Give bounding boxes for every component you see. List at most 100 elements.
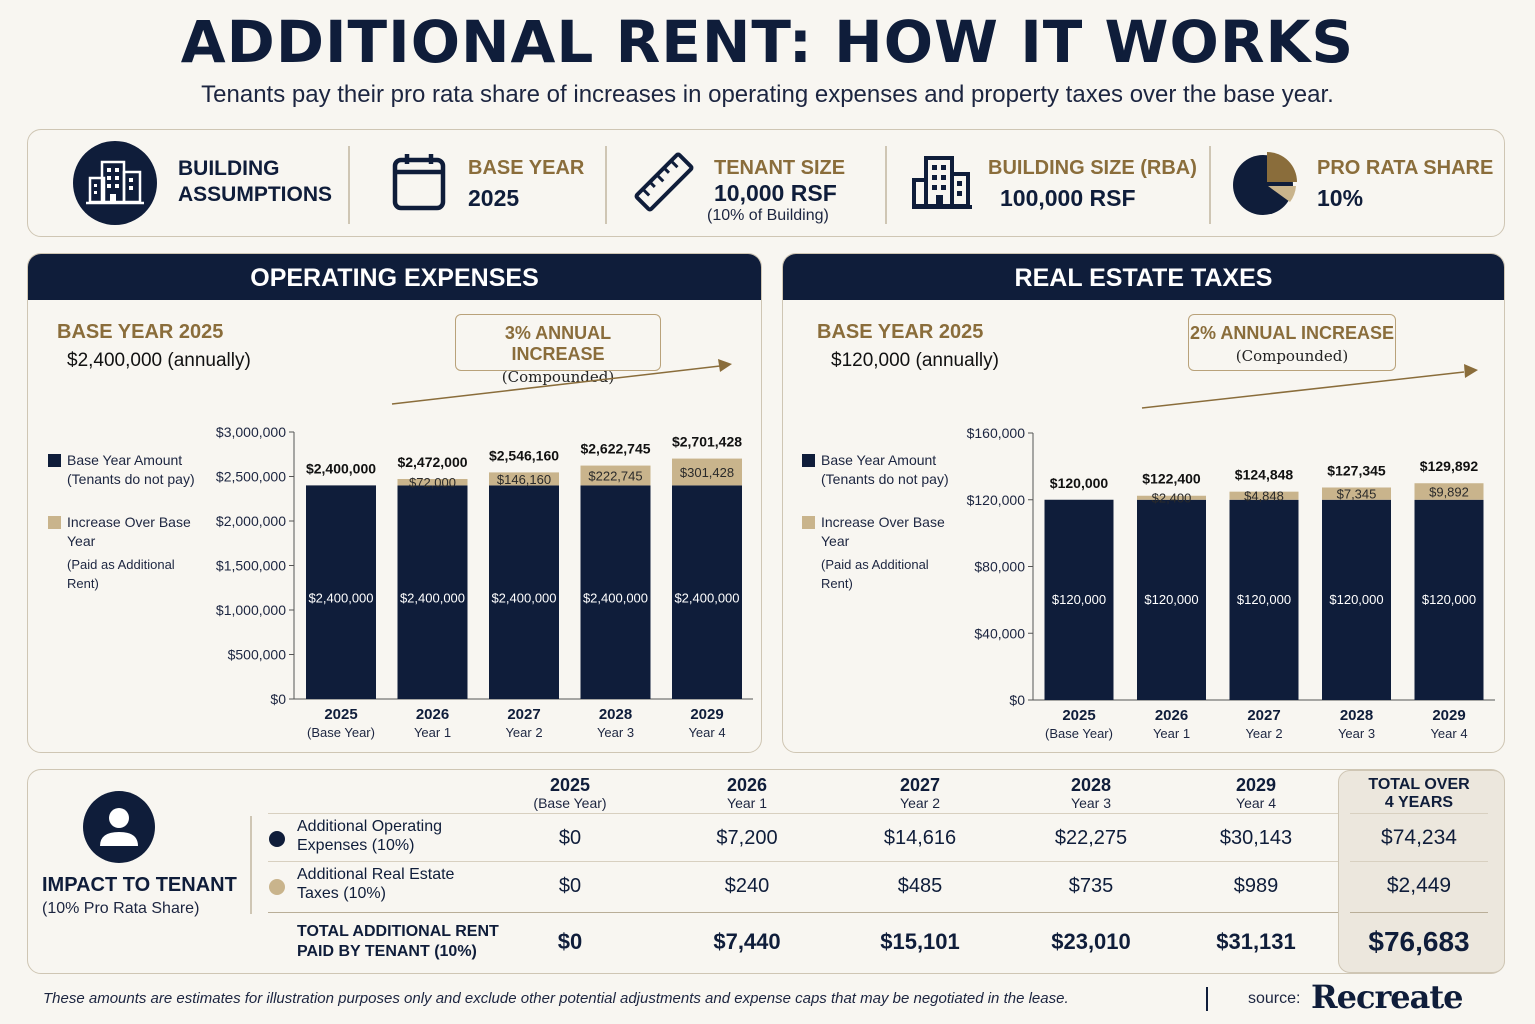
page-subtitle: Tenants pay their pro rata share of incr… <box>201 81 1334 108</box>
row-divider <box>268 813 1338 814</box>
category-sublabel: Year 2 <box>1245 726 1282 741</box>
y-tick-label: $2,500,000 <box>216 469 286 485</box>
base-year-heading: BASE YEAR 2025 <box>817 321 984 343</box>
bar-base <box>397 485 468 699</box>
base-label: $2,400,000 <box>308 591 373 606</box>
bar-increase <box>1322 487 1391 500</box>
divider <box>250 816 252 914</box>
bar-increase <box>397 478 468 486</box>
calendar-icon <box>392 154 446 211</box>
y-tick-label: $1,000,000 <box>216 602 286 618</box>
bar-base <box>1229 499 1299 700</box>
row-bullet <box>269 831 285 847</box>
row-value: $14,616 <box>883 827 957 849</box>
assumptions-heading: BUILDING ASSUMPTIONS <box>178 157 333 206</box>
source-label: source: <box>1248 990 1301 1007</box>
row-value: $240 <box>724 875 770 897</box>
annual-increase-box: 3% ANNUAL INCREASE (Compounded) <box>455 314 661 386</box>
trend-arrow <box>1141 364 1478 409</box>
total-label: $2,701,428 <box>672 434 742 450</box>
row-value: $0 <box>558 827 582 849</box>
category-sublabel: Year 4 <box>688 725 725 740</box>
base-label: $2,400,000 <box>583 591 648 606</box>
row-total: $74,234 <box>1381 826 1457 849</box>
column-year: 2029 <box>1235 775 1277 795</box>
base-label: $120,000 <box>1422 592 1476 607</box>
increase-label: $301,428 <box>680 465 734 480</box>
total-label: $122,400 <box>1142 471 1201 487</box>
base-year-heading: BASE YEAR 2025 <box>57 321 224 343</box>
legend-base: Base Year Amount (Tenants do not pay) <box>67 452 195 487</box>
base-label: $120,000 <box>1329 592 1383 607</box>
building-assumptions-bar: BUILDING ASSUMPTIONS BASE YEAR 2025 TENA… <box>27 129 1505 237</box>
column-year: 2027 <box>899 775 941 795</box>
real-estate-taxes-chart: $0 $40,000 $80,000 $120,000 $160,000 $120,000… <box>967 425 1495 741</box>
column-sublabel: Year 2 <box>900 795 940 811</box>
base-year-amount: $2,400,000 (annually) <box>67 350 251 371</box>
panel-title: REAL ESTATE TAXES <box>783 254 1504 300</box>
operating-expenses-panel: OPERATING EXPENSES BASE YEAR 2025 $2,400… <box>27 253 762 753</box>
y-tick-label: $0 <box>1009 692 1025 708</box>
category-sublabel: Year 1 <box>1153 726 1190 741</box>
category-label: 2027 <box>1247 707 1280 724</box>
category-label: 2025 <box>1062 707 1095 724</box>
base-year-label: BASE YEAR <box>468 157 585 179</box>
row-label: Additional Real Estate Taxes (10%) <box>297 866 455 902</box>
column-sublabel: Year 3 <box>1071 795 1111 811</box>
legend-increase: Increase Over Base Year (Paid as Additio… <box>67 514 191 591</box>
y-tick-label: $0 <box>270 691 286 707</box>
row-divider <box>268 912 1338 913</box>
legend-swatch-base <box>48 454 61 467</box>
impact-title: IMPACT TO TENANT <box>42 874 237 896</box>
y-tick-label: $160,000 <box>967 425 1026 441</box>
base-year-amount: $120,000 (annually) <box>831 350 999 371</box>
increase-label: $72,000 <box>409 475 456 490</box>
impact-to-tenant-panel: IMPACT TO TENANT (10% Pro Rata Share) <box>27 769 1505 974</box>
legend-base: Base Year Amount (Tenants do not pay) <box>821 452 949 487</box>
category-sublabel: (Base Year) <box>1045 726 1113 741</box>
pro-rata-value: 10% <box>1317 185 1364 211</box>
row-divider <box>1350 813 1488 814</box>
category-sublabel: Year 3 <box>597 725 634 740</box>
legend-swatch-base <box>802 454 815 467</box>
category-sublabel: Year 1 <box>414 725 451 740</box>
total-row-value: $15,101 <box>880 929 960 954</box>
category-label: 2028 <box>1340 707 1373 724</box>
base-label: $120,000 <box>1052 592 1106 607</box>
total-label: $127,345 <box>1327 462 1386 478</box>
y-tick-label: $120,000 <box>967 492 1026 508</box>
increase-label: $222,745 <box>588 468 642 483</box>
increase-label: $7,345 <box>1337 487 1377 502</box>
building-size-label: BUILDING SIZE (RBA) <box>988 157 1197 179</box>
y-tick-label: $2,000,000 <box>216 513 286 529</box>
row-value: $7,200 <box>716 827 778 849</box>
total-label: $2,622,745 <box>580 441 650 457</box>
ruler-icon <box>634 152 694 212</box>
pie-chart-icon <box>1233 152 1297 215</box>
increase-label: $2,400 <box>1152 491 1192 506</box>
bar-base <box>580 485 651 699</box>
building-icon <box>73 141 157 225</box>
base-year-value: 2025 <box>468 185 520 211</box>
y-tick-label: $40,000 <box>974 625 1025 641</box>
category-label: 2026 <box>416 706 449 723</box>
category-sublabel: (Base Year) <box>307 725 375 740</box>
row-divider <box>268 861 1338 862</box>
divider <box>348 146 350 224</box>
row-label: Additional Operating Expenses (10%) <box>297 818 442 854</box>
category-label: 2029 <box>1432 707 1465 724</box>
total-label: $124,848 <box>1235 467 1294 483</box>
bar-base <box>1322 499 1391 700</box>
total-row-value: $0 <box>557 929 583 954</box>
row-total: $2,449 <box>1386 874 1452 897</box>
page-title: ADDITIONAL RENT: HOW IT WORKS <box>180 8 1355 76</box>
y-tick-label: $80,000 <box>974 559 1025 575</box>
annual-increase-box: 2% ANNUAL INCREASE (Compounded) <box>1188 314 1396 371</box>
divider <box>885 146 887 224</box>
bar-base <box>1137 499 1206 700</box>
category-label: 2026 <box>1155 707 1188 724</box>
divider <box>605 146 607 224</box>
increase-label: $9,892 <box>1429 484 1469 499</box>
base-label: $2,400,000 <box>400 591 465 606</box>
total-row-value: $7,440 <box>713 929 781 954</box>
